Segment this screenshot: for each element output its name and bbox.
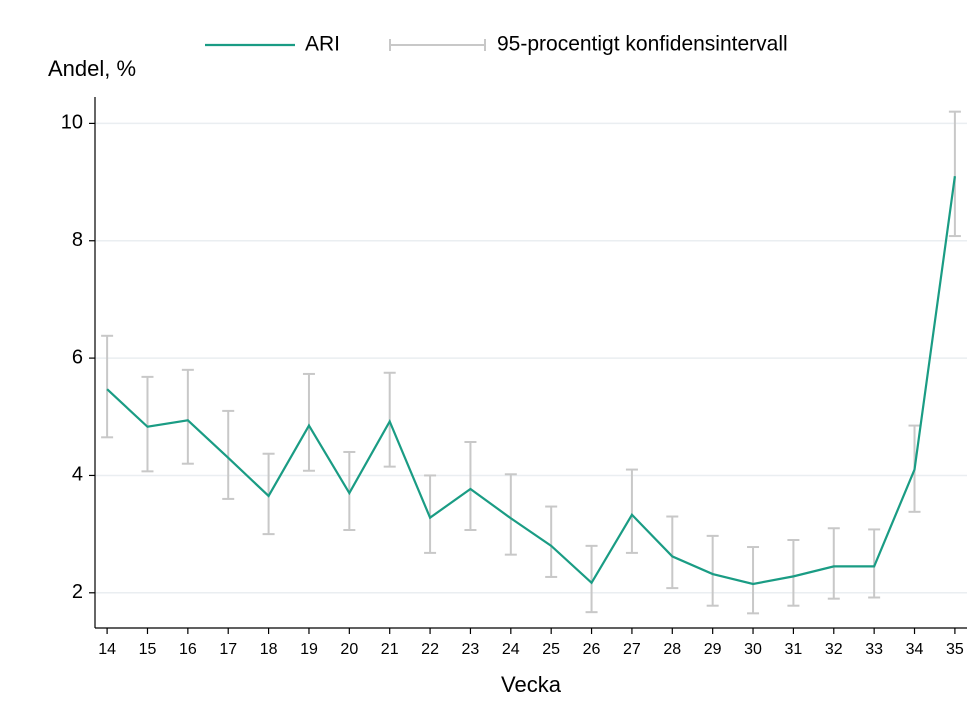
x-tick-label: 32 xyxy=(825,641,843,658)
x-tick-label: 14 xyxy=(98,641,116,658)
y-tick-label: 4 xyxy=(72,464,83,486)
y-tick-label: 2 xyxy=(72,581,83,603)
x-tick-label: 15 xyxy=(139,641,157,658)
x-tick-label: 29 xyxy=(704,641,722,658)
legend-label: ARI xyxy=(305,33,340,56)
x-tick-label: 30 xyxy=(744,641,762,658)
data-line xyxy=(106,176,956,586)
x-tick-label: 21 xyxy=(381,641,399,658)
x-axis-title: Vecka xyxy=(501,672,562,697)
x-tick-label: 31 xyxy=(785,641,803,658)
x-tick-label: 25 xyxy=(542,641,560,658)
y-axis-title: Andel, % xyxy=(48,56,136,81)
x-tick-label: 16 xyxy=(179,641,197,658)
x-tick-label: 24 xyxy=(502,641,520,658)
x-tick-label: 20 xyxy=(340,641,358,658)
y-tick-label: 6 xyxy=(72,346,83,368)
legend-label: 95-procentigt konfidensintervall xyxy=(497,33,788,56)
x-tick-label: 22 xyxy=(421,641,439,658)
x-tick-label: 27 xyxy=(623,641,641,658)
x-tick-label: 17 xyxy=(219,641,237,658)
y-tick-label: 8 xyxy=(72,229,83,251)
x-tick-label: 28 xyxy=(663,641,681,658)
x-tick-label: 35 xyxy=(946,641,964,658)
x-tick-label: 18 xyxy=(260,641,278,658)
x-tick-label: 34 xyxy=(906,641,924,658)
y-tick-label: 10 xyxy=(61,112,83,134)
x-tick-label: 33 xyxy=(865,641,883,658)
x-tick-label: 19 xyxy=(300,641,318,658)
x-tick-label: 26 xyxy=(583,641,601,658)
x-tick-label: 23 xyxy=(462,641,480,658)
